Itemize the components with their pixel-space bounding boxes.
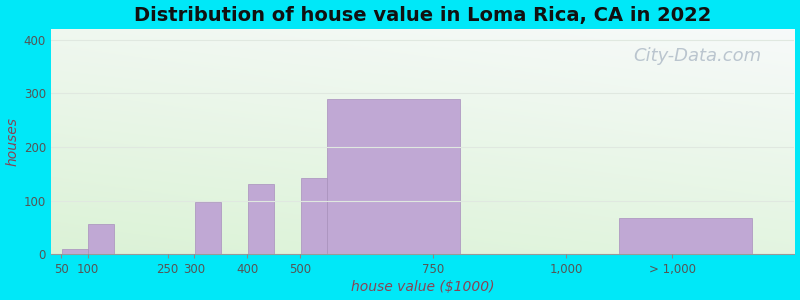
Bar [194,202,221,254]
Bar [62,249,88,254]
Title: Distribution of house value in Loma Rica, CA in 2022: Distribution of house value in Loma Rica… [134,6,711,25]
Y-axis label: houses: houses [6,117,19,166]
Bar [301,178,326,254]
Bar [88,224,114,254]
Bar [619,218,752,254]
Text: City-Data.com: City-Data.com [634,47,762,65]
X-axis label: house value ($1000): house value ($1000) [351,280,494,294]
Bar [248,184,274,254]
Bar [327,99,459,254]
